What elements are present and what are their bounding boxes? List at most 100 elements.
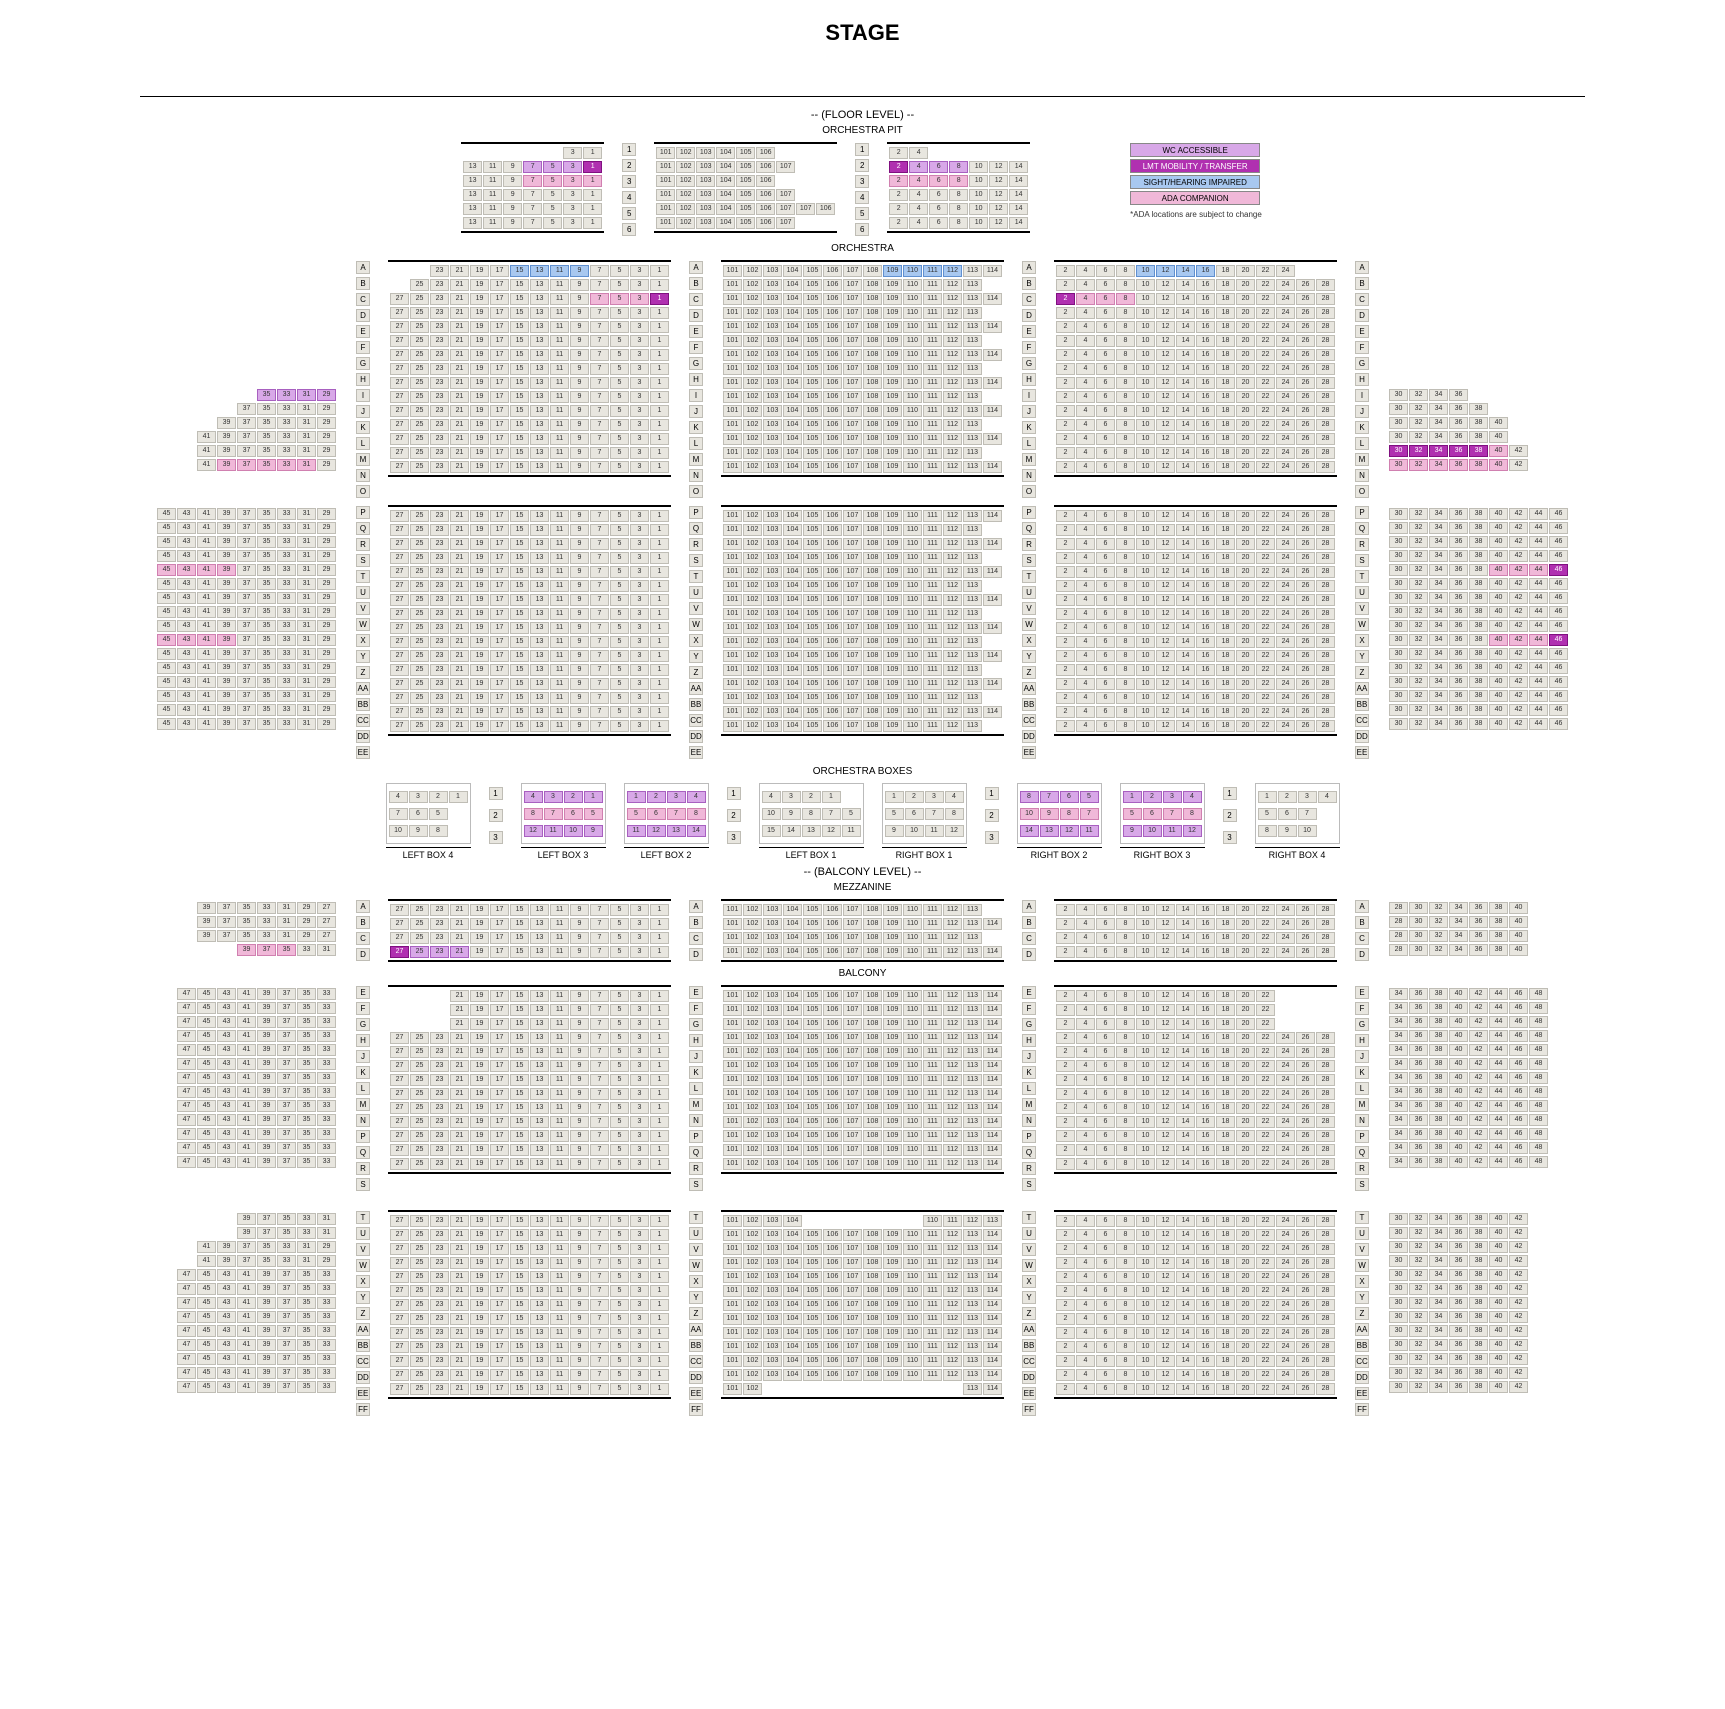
seat[interactable]: 105 [803, 1144, 822, 1156]
seat[interactable]: 15 [510, 904, 529, 916]
seat[interactable]: 33 [317, 1269, 336, 1281]
seat[interactable]: 3 [630, 918, 649, 930]
seat[interactable]: 25 [410, 279, 429, 291]
seat[interactable]: 106 [756, 161, 775, 173]
seat[interactable]: 22 [1256, 524, 1275, 536]
seat[interactable]: 21 [450, 552, 469, 564]
seat[interactable]: 13 [530, 405, 549, 417]
seat[interactable]: 3 [630, 265, 649, 277]
seat[interactable]: 8 [429, 825, 448, 837]
seat[interactable]: 12 [1156, 377, 1175, 389]
seat[interactable]: 12 [1156, 622, 1175, 634]
seat[interactable]: 11 [627, 825, 646, 837]
seat[interactable]: 9 [409, 825, 428, 837]
seat[interactable]: 33 [317, 1030, 336, 1042]
seat[interactable]: 101 [656, 175, 675, 187]
seat[interactable]: 29 [297, 902, 316, 914]
seat[interactable]: 113 [963, 1299, 982, 1311]
seat[interactable]: 27 [390, 622, 409, 634]
seat[interactable]: 25 [410, 538, 429, 550]
seat[interactable]: 102 [743, 265, 762, 277]
seat[interactable]: 12 [1156, 678, 1175, 690]
seat[interactable]: 9 [570, 1074, 589, 1086]
seat[interactable]: 48 [1529, 1156, 1548, 1168]
seat[interactable]: 101 [723, 946, 742, 958]
seat[interactable]: 108 [863, 1285, 882, 1297]
seat[interactable]: 11 [550, 1341, 569, 1353]
seat[interactable]: 3 [1163, 791, 1182, 803]
seat[interactable]: 35 [257, 564, 276, 576]
seat[interactable]: 40 [1489, 459, 1508, 471]
seat[interactable]: 12 [1156, 664, 1175, 676]
seat[interactable]: 16 [1196, 1229, 1215, 1241]
seat[interactable]: 105 [803, 293, 822, 305]
seat[interactable]: 7 [1298, 808, 1317, 820]
seat[interactable]: 37 [237, 1241, 256, 1253]
seat[interactable]: 40 [1509, 930, 1528, 942]
seat[interactable]: 111 [923, 552, 942, 564]
seat[interactable]: 34 [1389, 1030, 1408, 1042]
seat[interactable]: 23 [430, 932, 449, 944]
seat[interactable]: 114 [983, 377, 1002, 389]
seat[interactable]: 21 [450, 363, 469, 375]
seat[interactable]: 2 [1056, 447, 1075, 459]
seat[interactable]: 24 [1276, 636, 1295, 648]
seat[interactable]: 29 [317, 1255, 336, 1267]
seat[interactable]: 30 [1389, 403, 1408, 415]
seat[interactable]: 3 [630, 1299, 649, 1311]
seat[interactable]: 23 [430, 664, 449, 676]
seat[interactable]: 107 [843, 1144, 862, 1156]
seat[interactable]: 103 [763, 720, 782, 732]
seat[interactable]: 103 [763, 1018, 782, 1030]
seat[interactable]: 104 [783, 391, 802, 403]
seat[interactable]: 36 [1449, 1269, 1468, 1281]
seat[interactable]: 110 [903, 321, 922, 333]
seat[interactable]: 15 [510, 692, 529, 704]
seat[interactable]: 4 [909, 203, 928, 215]
seat[interactable]: 24 [1276, 335, 1295, 347]
seat[interactable]: 113 [963, 293, 982, 305]
seat[interactable]: 101 [723, 1383, 742, 1395]
seat[interactable]: 3 [630, 566, 649, 578]
seat[interactable]: 103 [763, 335, 782, 347]
seat[interactable]: 101 [723, 335, 742, 347]
seat[interactable]: 112 [943, 1144, 962, 1156]
seat[interactable]: 14 [1176, 1158, 1195, 1170]
seat[interactable]: 45 [197, 1367, 216, 1379]
seat[interactable]: 105 [803, 1088, 822, 1100]
seat[interactable]: 30 [1389, 564, 1408, 576]
seat[interactable]: 22 [1256, 1383, 1275, 1395]
seat[interactable]: 28 [1316, 405, 1335, 417]
seat[interactable]: 6 [1096, 265, 1115, 277]
seat[interactable]: 47 [177, 1325, 196, 1337]
seat[interactable]: 8 [1116, 1158, 1135, 1170]
seat[interactable]: 35 [297, 1086, 316, 1098]
seat[interactable]: 113 [963, 1074, 982, 1086]
seat[interactable]: 26 [1296, 580, 1315, 592]
seat[interactable]: 26 [1296, 1313, 1315, 1325]
seat[interactable]: 2 [1056, 510, 1075, 522]
seat[interactable]: 3 [630, 720, 649, 732]
seat[interactable]: 7 [590, 622, 609, 634]
seat[interactable]: 103 [763, 594, 782, 606]
seat[interactable]: 15 [510, 461, 529, 473]
seat[interactable]: 105 [803, 552, 822, 564]
seat[interactable]: 32 [1409, 508, 1428, 520]
seat[interactable]: 12 [1156, 932, 1175, 944]
seat[interactable]: 33 [277, 389, 296, 401]
seat[interactable]: 37 [237, 564, 256, 576]
seat[interactable]: 36 [1469, 930, 1488, 942]
seat[interactable]: 28 [1316, 1257, 1335, 1269]
seat[interactable]: 1 [650, 1341, 669, 1353]
seat[interactable]: 20 [1236, 552, 1255, 564]
seat[interactable]: 25 [410, 363, 429, 375]
seat[interactable]: 108 [863, 1074, 882, 1086]
seat[interactable]: 26 [1296, 1327, 1315, 1339]
seat[interactable]: 111 [923, 335, 942, 347]
seat[interactable]: 7 [544, 808, 563, 820]
seat[interactable]: 34 [1429, 550, 1448, 562]
seat[interactable]: 113 [963, 678, 982, 690]
seat[interactable]: 107 [776, 203, 795, 215]
seat[interactable]: 24 [1276, 720, 1295, 732]
seat[interactable]: 36 [1409, 1086, 1428, 1098]
